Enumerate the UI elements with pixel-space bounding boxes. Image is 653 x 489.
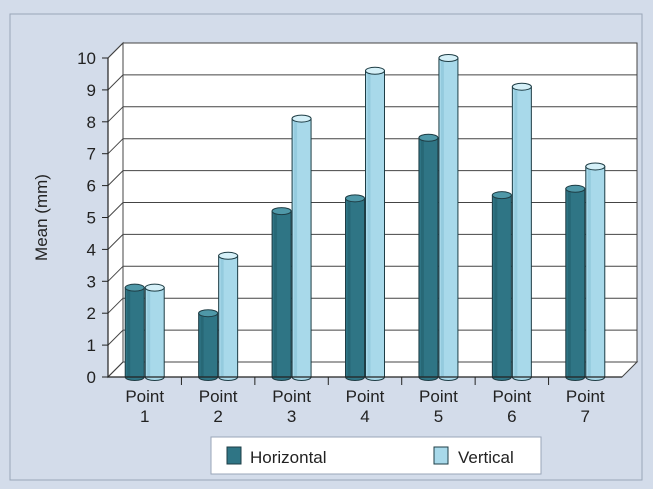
y-tick-label: 7 — [87, 145, 96, 164]
x-tick-label-line1: Point — [419, 387, 458, 406]
gridline-diagonal — [107, 170, 124, 186]
bar-horizontal — [418, 133, 439, 381]
y-tick-label: 2 — [87, 304, 96, 323]
x-tick-label-line1: Point — [346, 387, 385, 406]
bar-horizontal — [198, 309, 219, 381]
gridline-diagonal — [107, 265, 124, 282]
bar-shade — [440, 58, 444, 377]
bar-cap — [198, 309, 219, 318]
x-tick-label-line1: Point — [199, 387, 238, 406]
bar-vertical — [511, 82, 532, 381]
bar-shade — [587, 166, 591, 377]
bar-shade — [347, 198, 351, 377]
legend-swatch-vertical — [433, 446, 449, 465]
gridline-diagonal — [107, 361, 124, 378]
bar-shade — [567, 188, 571, 377]
gridline-diagonal — [107, 74, 124, 91]
bar-cap — [491, 191, 512, 200]
legend-box — [210, 436, 542, 475]
bar-shade — [200, 313, 204, 377]
bar-shade — [147, 287, 151, 377]
x-tick-label-line2: 2 — [213, 407, 222, 426]
bar-cap — [218, 251, 239, 260]
y-tick-label: 8 — [87, 113, 96, 132]
x-tick-label-line2: 3 — [287, 407, 296, 426]
bar-vertical — [218, 251, 239, 381]
gridline-diagonal — [107, 106, 124, 123]
bar-cap — [565, 184, 586, 193]
y-axis-label: Mean (mm) — [32, 174, 51, 261]
bar-shade — [514, 86, 518, 378]
bar-shade — [274, 211, 278, 377]
x-tick-label-line1: Point — [125, 387, 164, 406]
bars-layer — [124, 54, 606, 381]
bar-horizontal — [124, 283, 145, 381]
bar-vertical — [585, 162, 606, 381]
bar-horizontal — [271, 207, 292, 381]
gridline-diagonal — [107, 329, 124, 346]
y-tick-label: 5 — [87, 209, 96, 228]
bar-shade — [367, 70, 371, 377]
bar-shade — [420, 137, 424, 377]
legend: Horizontal Vertical — [210, 436, 542, 475]
y-tick-label: 9 — [87, 81, 96, 100]
y-tick-label: 6 — [87, 177, 96, 196]
y-tick-label: 10 — [77, 49, 96, 68]
bar-cap — [345, 194, 365, 203]
bar-shade — [494, 195, 498, 377]
legend-swatch-horizontal — [226, 446, 242, 465]
bar-cap — [144, 283, 165, 292]
gridline-diagonal — [107, 138, 124, 155]
bar-vertical — [144, 283, 165, 381]
bar-cap — [418, 133, 439, 142]
x-tick-label-line2: 7 — [581, 407, 590, 426]
legend-label-vertical: Vertical — [458, 448, 514, 467]
bar-cap — [438, 54, 459, 62]
bar-horizontal — [491, 191, 512, 381]
x-tick-label-line1: Point — [492, 387, 531, 406]
bar-cap — [511, 82, 532, 91]
y-tick-label: 1 — [87, 336, 96, 355]
x-tick-label-line2: 5 — [434, 407, 443, 426]
gridline-diagonal — [107, 234, 124, 250]
bar-vertical — [291, 114, 312, 381]
bar-cap — [585, 162, 606, 171]
bar-shade — [127, 287, 131, 377]
y-tick-label: 3 — [87, 272, 96, 291]
bar-cap — [365, 66, 385, 75]
x-tick-label-line2: 4 — [360, 407, 369, 426]
bar-horizontal — [565, 184, 586, 381]
axis-layer: 012345678910Point1Point2Point3Point4Poin… — [77, 49, 622, 426]
bar-vertical — [438, 54, 459, 381]
bar-horizontal — [345, 194, 365, 381]
x-tick-label-line1: Point — [272, 387, 311, 406]
y-tick-label: 0 — [87, 368, 96, 387]
bar-cap — [271, 207, 292, 216]
y-tick-label: 4 — [87, 240, 96, 259]
bar-shade — [220, 255, 224, 377]
x-tick-label-line1: Point — [566, 387, 605, 406]
legend-label-horizontal: Horizontal — [250, 448, 327, 467]
gridline-diagonal — [107, 42, 124, 59]
gridline-diagonal — [107, 297, 124, 314]
bar-shade — [294, 118, 298, 378]
gridline-diagonal — [107, 202, 124, 218]
x-tick-label-line2: 1 — [140, 407, 149, 426]
bar-cap — [124, 283, 145, 292]
bar-vertical — [365, 66, 385, 381]
bar-cap — [291, 114, 312, 123]
x-tick-label-line2: 6 — [507, 407, 516, 426]
